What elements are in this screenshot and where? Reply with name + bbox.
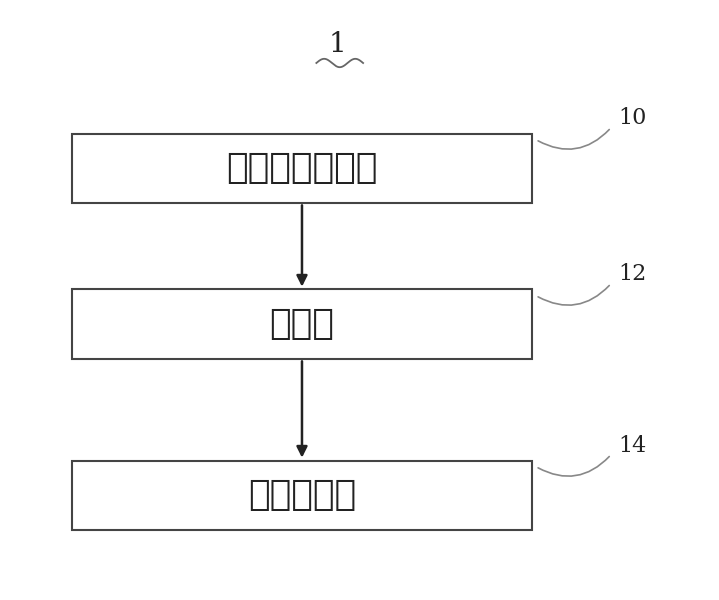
Text: 1: 1 [329, 31, 347, 58]
Text: 10: 10 [618, 107, 646, 130]
Text: 寄存器: 寄存器 [270, 307, 334, 341]
Text: 12: 12 [618, 263, 646, 286]
Text: 源图像提供模块: 源图像提供模块 [226, 151, 377, 185]
FancyBboxPatch shape [72, 461, 532, 529]
Text: 14: 14 [618, 434, 646, 457]
FancyBboxPatch shape [72, 289, 532, 358]
FancyBboxPatch shape [72, 133, 532, 202]
Text: 微处理单元: 微处理单元 [248, 478, 356, 512]
